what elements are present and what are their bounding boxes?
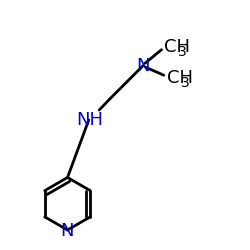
Text: 3: 3: [178, 45, 187, 59]
Text: 3: 3: [181, 76, 190, 90]
Text: CH: CH: [164, 38, 190, 56]
Text: CH: CH: [167, 69, 193, 87]
Text: N: N: [61, 222, 74, 240]
Text: NH: NH: [76, 111, 104, 129]
Text: N: N: [136, 57, 150, 75]
